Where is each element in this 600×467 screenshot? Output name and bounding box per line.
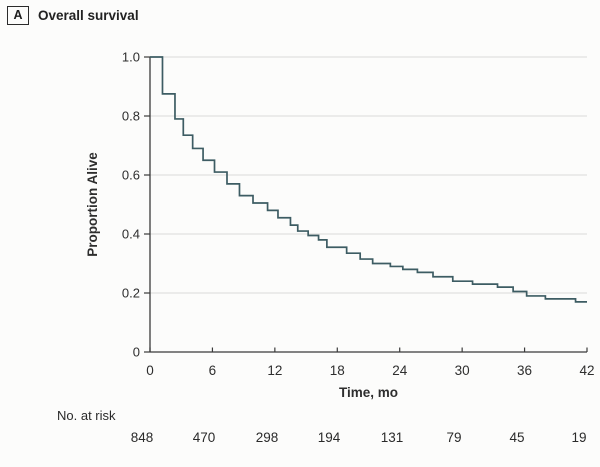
x-axis-title: Time, mo: [339, 385, 398, 400]
y-tick-label: 0.8: [122, 109, 140, 124]
risk-count-36mo: 45: [509, 430, 525, 445]
y-tick-label: 0.4: [122, 227, 140, 242]
panel-letter-badge: A: [7, 6, 29, 25]
risk-count-18mo: 194: [317, 430, 341, 445]
risk-count-30mo: 79: [446, 430, 462, 445]
x-tick-label: 24: [392, 363, 408, 378]
panel-title: Overall survival: [38, 8, 139, 23]
y-tick-label: 0.2: [122, 286, 140, 301]
x-tick-label: 18: [330, 363, 345, 378]
x-tick-label: 30: [455, 363, 470, 378]
y-tick-label: 1.0: [122, 50, 140, 65]
y-axis-title: Proportion Alive: [85, 152, 100, 257]
survival-curve: [150, 56, 587, 303]
risk-count-6mo: 470: [192, 430, 216, 445]
x-tick-label: 42: [579, 363, 594, 378]
y-tick-label: 0.6: [122, 168, 140, 183]
risk-table-label: No. at risk: [57, 408, 116, 423]
x-tick-label: 0: [146, 363, 154, 378]
y-tick-label: 0: [133, 345, 140, 360]
risk-count-24mo: 131: [380, 430, 404, 445]
x-tick-label: 36: [517, 363, 532, 378]
x-tick-label: 12: [267, 363, 282, 378]
x-tick-label: 6: [209, 363, 217, 378]
risk-count-0mo: 848: [130, 430, 154, 445]
panel-header: A Overall survival: [7, 6, 139, 25]
risk-count-12mo: 298: [255, 430, 279, 445]
risk-count-42mo: 19: [571, 430, 587, 445]
